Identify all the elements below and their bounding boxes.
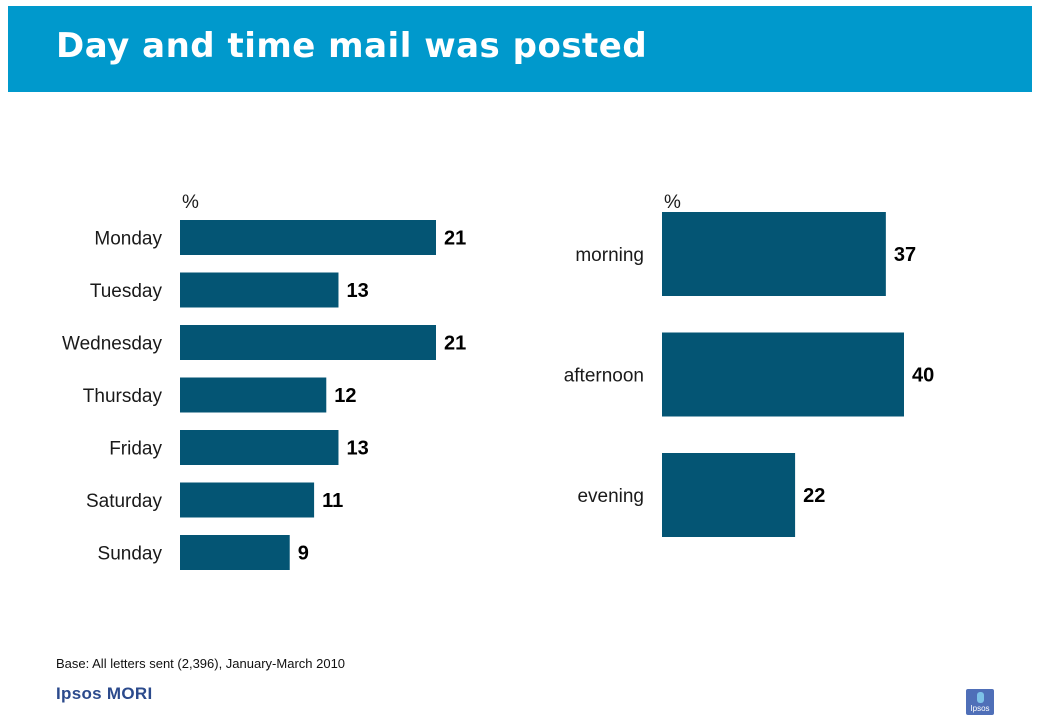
- category-label: evening: [577, 486, 644, 507]
- value-label: 13: [346, 438, 368, 460]
- value-label: 11: [322, 490, 343, 512]
- time-of-day-bar-chart: % morning 37 afternoon 40 evening 22: [564, 192, 934, 537]
- bar-sunday: [180, 535, 290, 570]
- bar-wednesday: [180, 325, 436, 360]
- value-label: 40: [912, 365, 934, 387]
- value-label: 12: [334, 385, 356, 407]
- title-banner: Day and time mail was posted: [8, 6, 1032, 92]
- logo-mark-icon: [977, 692, 984, 703]
- value-label: 21: [444, 228, 466, 250]
- value-label: 37: [894, 244, 916, 266]
- category-label: Thursday: [83, 386, 163, 407]
- bar-morning: [662, 212, 886, 296]
- brand-name: Ipsos MORI: [56, 684, 153, 703]
- category-label: morning: [575, 245, 644, 266]
- base-footnote: Base: All letters sent (2,396), January-…: [56, 656, 346, 671]
- category-label: Friday: [109, 439, 162, 460]
- category-label: Saturday: [86, 491, 163, 512]
- page-title: Day and time mail was posted: [56, 26, 648, 66]
- ipsos-logo: Ipsos: [966, 689, 994, 715]
- bar-saturday: [180, 482, 315, 518]
- value-label: 21: [444, 333, 466, 355]
- bar-thursday: [180, 377, 327, 413]
- category-label: Tuesday: [90, 281, 163, 302]
- bar-friday: [180, 430, 339, 465]
- category-label: afternoon: [564, 366, 644, 387]
- day-of-week-bar-chart: % Monday 21 Tuesday 13 Wednesday 21 Thursday 12 F…: [62, 192, 466, 570]
- bar-afternoon: [662, 332, 904, 417]
- unit-label: %: [182, 192, 199, 213]
- category-label: Wednesday: [62, 334, 162, 355]
- value-label: 9: [298, 543, 309, 565]
- category-label: Monday: [94, 229, 162, 250]
- category-label: Sunday: [98, 544, 163, 565]
- bar-evening: [662, 453, 796, 537]
- logo-text: Ipsos: [970, 704, 990, 713]
- bar-tuesday: [180, 272, 339, 308]
- value-label: 13: [346, 280, 368, 302]
- value-label: 22: [803, 485, 825, 507]
- bar-monday: [180, 220, 436, 255]
- unit-label: %: [664, 192, 681, 213]
